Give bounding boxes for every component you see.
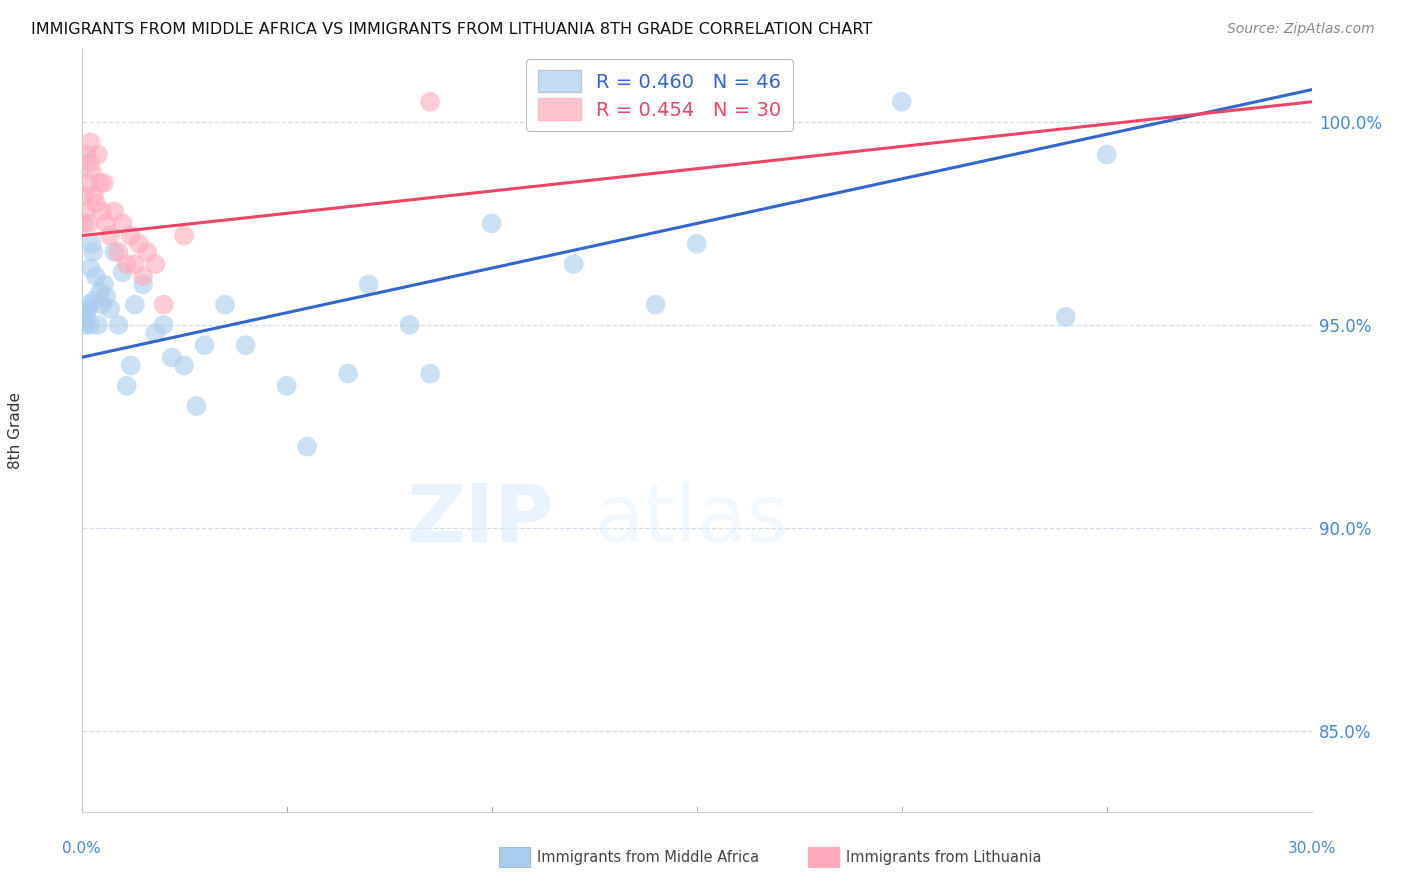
Point	[644, 298, 666, 312]
Text: 30.0%: 30.0%	[1288, 840, 1336, 855]
Point	[76, 176, 98, 190]
Point	[194, 338, 217, 352]
Point	[120, 359, 142, 373]
Point	[152, 318, 174, 332]
Point	[295, 440, 318, 454]
Point	[276, 378, 298, 392]
Point	[80, 236, 103, 251]
Point	[214, 298, 236, 312]
Point	[87, 147, 110, 161]
Point	[132, 269, 155, 284]
Text: ZIP: ZIP	[406, 481, 553, 558]
Point	[115, 257, 138, 271]
Point	[76, 147, 98, 161]
Point	[89, 176, 111, 190]
Point	[79, 155, 101, 169]
Point	[173, 359, 195, 373]
Point	[337, 367, 360, 381]
Point	[75, 204, 97, 219]
Point	[93, 277, 115, 292]
Point	[107, 244, 129, 259]
Point	[419, 367, 441, 381]
Point	[124, 298, 146, 312]
Point	[91, 204, 114, 219]
Point	[562, 257, 585, 271]
Point	[686, 236, 709, 251]
Point	[107, 318, 129, 332]
Point	[76, 301, 98, 316]
Text: atlas: atlas	[595, 481, 789, 558]
Point	[357, 277, 380, 292]
Point	[72, 310, 94, 324]
Text: 8th Grade: 8th Grade	[8, 392, 24, 469]
Point	[111, 217, 134, 231]
Point	[72, 217, 94, 231]
Point	[77, 217, 100, 231]
Text: Source: ZipAtlas.com: Source: ZipAtlas.com	[1227, 22, 1375, 37]
Point	[145, 326, 166, 340]
Point	[398, 318, 420, 332]
Point	[173, 228, 195, 243]
Point	[132, 277, 155, 292]
Point	[89, 285, 111, 300]
Point	[120, 228, 142, 243]
Point	[235, 338, 257, 352]
Point	[186, 399, 208, 413]
Point	[152, 298, 174, 312]
Text: IMMIGRANTS FROM MIDDLE AFRICA VS IMMIGRANTS FROM LITHUANIA 8TH GRADE CORRELATION: IMMIGRANTS FROM MIDDLE AFRICA VS IMMIGRA…	[31, 22, 872, 37]
Text: Immigrants from Lithuania: Immigrants from Lithuania	[846, 850, 1042, 864]
Point	[83, 188, 105, 202]
Point	[76, 306, 98, 320]
Point	[77, 298, 100, 312]
Text: 0.0%: 0.0%	[62, 840, 101, 855]
Point	[80, 163, 103, 178]
Point	[79, 318, 101, 332]
Point	[124, 257, 146, 271]
Point	[145, 257, 166, 271]
Point	[96, 217, 118, 231]
Point	[111, 265, 134, 279]
Point	[93, 176, 115, 190]
Point	[890, 95, 912, 109]
Point	[98, 228, 121, 243]
Point	[1054, 310, 1077, 324]
Point	[87, 318, 110, 332]
Point	[82, 244, 104, 259]
Point	[73, 318, 96, 332]
Text: Immigrants from Middle Africa: Immigrants from Middle Africa	[537, 850, 759, 864]
Point	[481, 217, 503, 231]
Point	[96, 289, 118, 303]
Point	[419, 95, 441, 109]
Point	[79, 261, 101, 276]
Point	[160, 351, 183, 365]
Point	[128, 236, 150, 251]
Point	[75, 314, 97, 328]
Point	[103, 244, 125, 259]
Point	[1095, 147, 1118, 161]
Point	[91, 298, 114, 312]
Legend: R = 0.460   N = 46, R = 0.454   N = 30: R = 0.460 N = 46, R = 0.454 N = 30	[526, 59, 793, 131]
Point	[136, 244, 159, 259]
Point	[73, 188, 96, 202]
Point	[79, 136, 101, 150]
Point	[115, 378, 138, 392]
Point	[98, 301, 121, 316]
Point	[103, 204, 125, 219]
Point	[84, 196, 107, 211]
Point	[83, 293, 105, 308]
Point	[84, 269, 107, 284]
